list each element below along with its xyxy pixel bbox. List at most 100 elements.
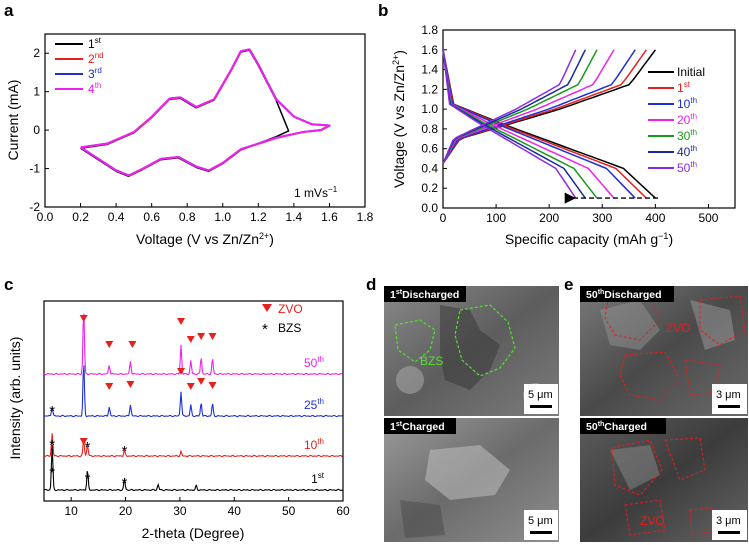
cv-chart: 0.0 0.2 0.4 0.6 0.8 1.0 1.2 1.4 1.6 1.8 -2 -1 0 1 2 Vo…	[5, 33, 374, 247]
cv-legend-label-1: 1st	[88, 36, 102, 51]
xrd-x-tick-label: 50	[282, 504, 296, 518]
sem-d-bottom-scalebar-box	[524, 510, 558, 540]
gcd-x-tick-label: 0	[440, 211, 447, 225]
cv-x-tick-label: 0.2	[72, 210, 89, 224]
cv-scan-rate-annotation: 1 mVs−1	[294, 185, 338, 200]
cv-y-tick-label: -1	[29, 162, 40, 176]
sem-e-bottom-tag-text: 50thCharged	[586, 421, 647, 433]
sem-e-bottom-scalebar-text: 3 μm	[716, 515, 741, 527]
gcd-y-tick-label: 0.2	[421, 181, 438, 195]
cv-legend-label-3: 3rd	[88, 66, 102, 81]
bzs-legend-label: BZS	[278, 321, 301, 335]
gcd-y-axis-label: Voltage (V vs Zn/Zn2+)	[391, 50, 407, 188]
zvo-peak-marker	[208, 333, 217, 340]
bzs-peak-marker: *	[49, 403, 55, 420]
gcd-y-tick-label: 1.2	[421, 82, 438, 96]
xrd-legend: ZVO * BZS	[262, 302, 303, 338]
gcd-y-tick-label: 1.8	[421, 23, 438, 37]
xrd-y-axis-label: Intensity (arb. units)	[7, 337, 23, 460]
sem-d-bottom-scalebar-text: 5 μm	[528, 515, 553, 527]
cv-y-tick-label: 0	[33, 123, 40, 137]
sem-d-top-scalebar-box	[524, 384, 558, 414]
gcd-x-tick-label: 200	[539, 211, 559, 225]
gcd-charge-30th	[442, 49, 598, 164]
xrd-x-tick-label: 40	[228, 504, 242, 518]
zvo-peak-marker	[105, 383, 114, 390]
sem-e-bottom-scalebar-box	[712, 510, 747, 540]
zvo-peak-marker	[126, 381, 135, 388]
gcd-x-tick-label: 500	[698, 211, 718, 225]
xrd-pattern-50th	[43, 313, 343, 376]
gcd-y-tick-label: 0.6	[421, 142, 438, 156]
cv-x-tick-label: 1.0	[214, 210, 231, 224]
gcd-legend-label-1: 1st	[677, 80, 691, 95]
xrd-x-tick-label: 60	[336, 504, 350, 518]
cv-y-tick-label: 2	[33, 46, 40, 60]
gcd-discharge-40th	[442, 49, 586, 199]
zvo-outline-3	[619, 351, 681, 401]
xrd-pattern-label-1: 1st	[311, 471, 325, 486]
sem-d-bottom-tag-text: 1stCharged	[390, 421, 445, 433]
panel-label-a: a	[4, 1, 14, 20]
sem-e-top-scalebar-text: 3 μm	[716, 389, 741, 401]
sem-e-top: 50thDischarged ZVO 3 μm	[580, 286, 748, 416]
gcd-legend-label-40: 40th	[677, 144, 697, 159]
gcd-discharge-30th	[442, 49, 598, 199]
bzs-peak-marker: *	[49, 437, 55, 454]
gcd-x-tick-label: 400	[645, 211, 665, 225]
xrd-pattern-1st	[43, 444, 343, 492]
xrd-pattern-label-50: 50th	[304, 355, 324, 370]
panel-label-c: c	[4, 275, 13, 294]
zvo-peak-marker	[186, 383, 195, 390]
gcd-charge-10th	[442, 49, 636, 164]
cv-x-tick-label: 1.2	[250, 210, 267, 224]
cv-series-2nd	[80, 48, 331, 177]
sem-e-top-scalebar-box	[712, 384, 747, 414]
bzs-peak-marker: *	[85, 439, 91, 456]
gcd-discharge-1st	[442, 49, 647, 199]
zvo-peak-marker	[128, 341, 137, 348]
cv-x-tick-label: 0.8	[179, 210, 196, 224]
gcd-charge-50th	[442, 49, 577, 164]
cv-x-tick-label: 1.8	[357, 210, 374, 224]
gcd-y-tick-label: 1.4	[421, 63, 438, 77]
zvo-peak-marker	[105, 341, 114, 348]
gcd-y-tick-label: 1.6	[421, 43, 438, 57]
cv-y-axis-label: Current (mA)	[5, 80, 21, 161]
xrd-x-tick-label: 20	[119, 504, 133, 518]
bzs-peak-marker: *	[85, 471, 91, 488]
zvo-peak-marker	[186, 336, 195, 343]
cv-series-4th	[80, 48, 331, 177]
gcd-plot-frame	[442, 29, 736, 209]
gcd-discharge-50th	[442, 49, 577, 199]
gcd-y-tick-label: 0.8	[421, 122, 438, 136]
zvo-outline-7	[624, 499, 666, 536]
cv-legend-label-4: 4th	[88, 81, 101, 96]
gcd-chart: 0 100 200 300 400 500 0.0 0.2 0.4 0.6 0.8 1.0 1.2 1.4…	[391, 23, 736, 247]
panel-label-b: b	[378, 1, 388, 20]
gcd-y-tick-label: 0.0	[421, 201, 438, 215]
gcd-charge-20th	[442, 49, 615, 164]
cv-x-axis-label: Voltage (V vs Zn/Zn2+)	[136, 231, 274, 247]
zvo-peak-marker	[197, 378, 206, 385]
sem-d-bottom-tag	[384, 418, 456, 434]
gcd-y-tick-label: 1.0	[421, 102, 438, 116]
gcd-legend-label-50: 50th	[677, 160, 697, 175]
gcd-x-tick-label: 300	[592, 211, 612, 225]
xrd-pattern-label-10: 10th	[304, 437, 324, 452]
gcd-legend-label-Initial: Initial	[677, 65, 705, 79]
xrd-x-axis-label: 2-theta (Degree)	[142, 525, 245, 541]
bzs-peak-marker: *	[122, 475, 128, 492]
bzs-peak-marker: *	[122, 443, 128, 460]
cv-legend-label-2: 2nd	[88, 51, 104, 66]
cv-x-tick-label: 1.4	[286, 210, 303, 224]
cv-x-tick-label: 0.0	[37, 210, 54, 224]
cv-x-tick-label: 0.4	[108, 210, 125, 224]
zvo-peak-marker	[79, 438, 88, 445]
panel-label-e: e	[564, 275, 573, 294]
xrd-pattern-25th	[43, 365, 343, 418]
cv-series-3rd	[80, 48, 331, 176]
zvo-peak-marker	[176, 368, 185, 375]
gcd-x-axis-label: Specific capacity (mAh g−1)	[505, 231, 673, 247]
